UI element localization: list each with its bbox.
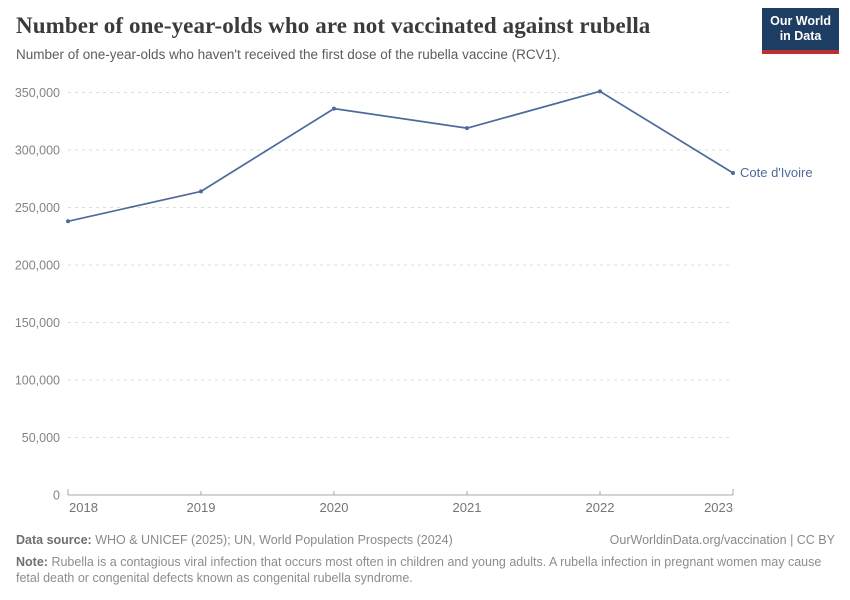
data-point[interactable]: [199, 189, 203, 194]
x-tick-label: 2018: [69, 500, 98, 515]
chart-title: Number of one-year-olds who are not vacc…: [16, 13, 651, 38]
y-tick-label: 100,000: [15, 374, 60, 388]
data-source-line: Data source: WHO & UNICEF (2025); UN, Wo…: [16, 533, 453, 547]
trend-line[interactable]: [67, 90, 734, 223]
data-point[interactable]: [465, 126, 469, 131]
data-point[interactable]: [66, 219, 70, 224]
x-tick-label: 2021: [453, 500, 482, 515]
data-point[interactable]: [731, 171, 735, 175]
owid-logo[interactable]: Our World in Data: [762, 8, 839, 54]
x-tick-label: 2020: [320, 500, 349, 515]
x-tick-label: 2019: [187, 500, 216, 515]
owid-logo-line1: Our World: [770, 14, 831, 28]
x-tick-label: 2023: [704, 500, 733, 515]
y-tick-label: 350,000: [15, 86, 60, 100]
y-tick-label: 0: [53, 489, 60, 503]
chart-header: Number of one-year-olds who are not vacc…: [16, 12, 740, 62]
y-tick-label: 150,000: [15, 316, 60, 330]
chart-subtitle: Number of one-year-olds who haven't rece…: [16, 46, 561, 62]
data-source-text: WHO & UNICEF (2025); UN, World Populatio…: [95, 533, 453, 547]
chart-footer: Data source: WHO & UNICEF (2025); UN, Wo…: [16, 533, 835, 587]
footnote-label: Note:: [16, 555, 48, 569]
series-label-cote-divoire[interactable]: Cote d'Ivoire: [740, 165, 813, 180]
footnote: Note: Rubella is a contagious viral infe…: [16, 554, 835, 587]
y-tick-label: 50,000: [22, 431, 60, 445]
data-point[interactable]: [598, 89, 602, 94]
data-point[interactable]: [332, 106, 336, 111]
y-tick-label: 300,000: [15, 144, 60, 158]
x-tick-label: 2022: [586, 500, 615, 515]
y-tick-label: 200,000: [15, 259, 60, 273]
y-tick-label: 250,000: [15, 201, 60, 215]
credit-link[interactable]: OurWorldinData.org/vaccination | CC BY: [609, 533, 835, 547]
owid-logo-line2: in Data: [779, 28, 822, 43]
footnote-text: Rubella is a contagious viral infection …: [16, 555, 822, 586]
data-source-label: Data source:: [16, 533, 92, 547]
